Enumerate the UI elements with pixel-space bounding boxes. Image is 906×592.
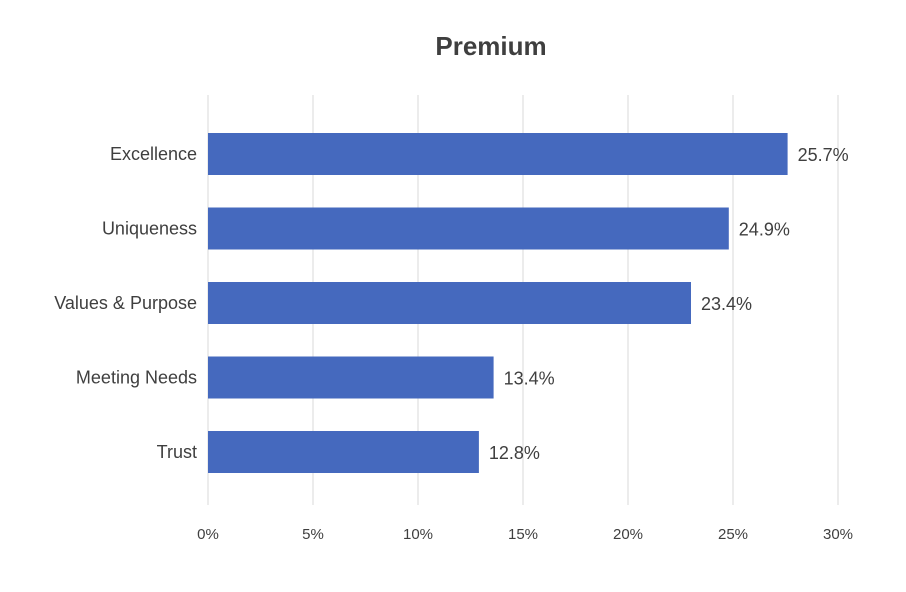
data-labels: 25.7% 24.9% 23.4% 13.4% 12.8%: [489, 145, 849, 463]
x-tick-label: 20%: [613, 526, 643, 543]
x-tick-label: 5%: [302, 526, 324, 543]
bars: [208, 133, 788, 473]
bar: [208, 431, 479, 473]
x-tick-label: 0%: [197, 526, 219, 543]
data-label: 24.9%: [739, 220, 790, 240]
x-axis-tick-labels: 0% 5% 10% 15% 20% 25% 30%: [197, 526, 853, 543]
bar: [208, 356, 494, 399]
chart-title: Premium: [435, 31, 546, 61]
data-label: 25.7%: [798, 145, 849, 165]
x-tick-label: 15%: [508, 526, 538, 543]
data-label: 23.4%: [701, 294, 752, 314]
x-tick-label: 25%: [718, 526, 748, 543]
bar: [208, 282, 691, 324]
category-label: Meeting Needs: [76, 368, 197, 388]
bar: [208, 133, 788, 175]
data-label: 12.8%: [489, 443, 540, 463]
category-label: Excellence: [110, 144, 197, 164]
x-tick-label: 10%: [403, 526, 433, 543]
category-label: Values & Purpose: [54, 293, 197, 313]
category-label: Trust: [157, 442, 197, 462]
category-labels: Excellence Uniqueness Values & Purpose Meet…: [54, 144, 197, 462]
data-label: 13.4%: [504, 369, 555, 389]
x-tick-label: 30%: [823, 526, 853, 543]
bar: [208, 207, 729, 250]
category-label: Uniqueness: [102, 219, 197, 239]
